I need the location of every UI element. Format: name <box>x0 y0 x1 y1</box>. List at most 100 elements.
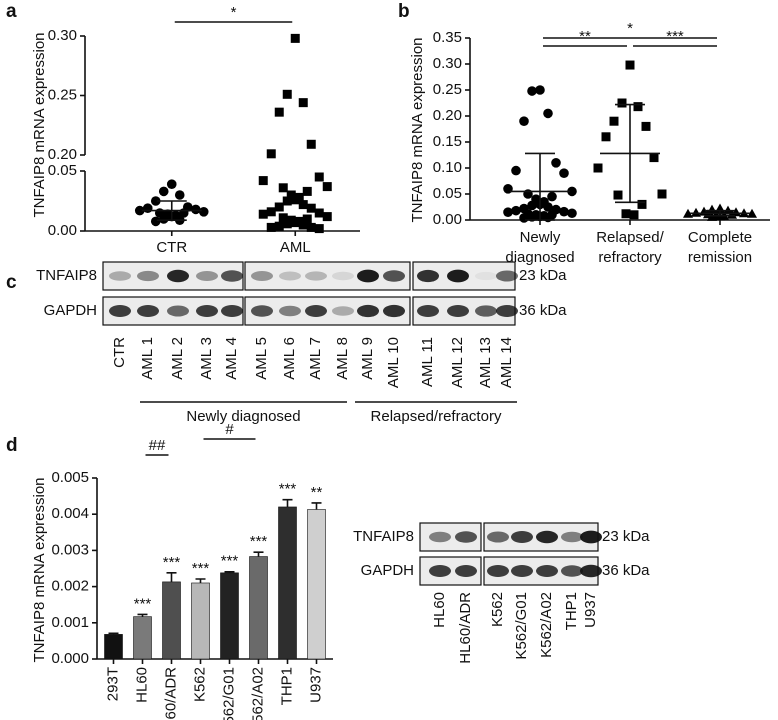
blot-band <box>196 305 218 317</box>
x-tick-label: K562/G01 <box>220 667 237 720</box>
data-point <box>282 89 292 99</box>
blot-band <box>137 270 159 282</box>
y-tick-label: 0.002 <box>51 578 89 595</box>
blot-band <box>536 530 558 544</box>
blot-band <box>475 305 497 317</box>
y-axis-label: TNFAIP8 mRNA expression <box>409 37 426 222</box>
blot-size-label: 23 kDa <box>602 528 650 545</box>
blot-band <box>447 305 469 317</box>
lane-label: AML 13 <box>477 337 494 388</box>
y-tick-label: 0.003 <box>51 541 89 558</box>
blot-band <box>305 271 327 281</box>
data-point <box>527 86 537 96</box>
lane-label: K562/A02 <box>538 592 555 658</box>
data-point <box>519 116 529 126</box>
blot-band <box>137 305 159 317</box>
lane-label: AML 12 <box>449 337 466 388</box>
data-point <box>266 207 276 217</box>
error-bar <box>282 498 293 507</box>
y-tick-label: 0.30 <box>433 55 462 72</box>
x-tick-label: HL60 <box>133 667 150 703</box>
data-point <box>503 207 513 217</box>
error-bar <box>253 551 264 557</box>
group-label: Relapsed/refractory <box>371 408 502 425</box>
data-point <box>302 214 312 224</box>
significance-label: *** <box>666 28 684 45</box>
data-point <box>306 222 316 232</box>
error-bar <box>108 632 119 635</box>
blot-band <box>455 565 477 577</box>
y-tick-label: 0.001 <box>51 614 89 631</box>
data-point <box>290 218 300 228</box>
data-point <box>174 190 185 200</box>
significance-label: ** <box>311 484 323 501</box>
blot-band <box>580 564 602 578</box>
data-point <box>567 186 577 197</box>
data-point <box>535 85 545 95</box>
y-tick-label: 0.00 <box>433 211 462 228</box>
bar <box>191 582 210 660</box>
blot-row-label: TNFAIP8 <box>36 267 97 284</box>
data-point <box>511 165 521 176</box>
data-point <box>683 208 693 218</box>
lane-label: THP1 <box>563 592 580 630</box>
data-point <box>298 98 308 108</box>
blot-band <box>221 270 243 282</box>
x-tick-label: K562 <box>191 667 208 702</box>
data-point <box>274 221 284 231</box>
lane-label: CTR <box>111 337 128 368</box>
data-point <box>274 202 284 212</box>
y-tick-label: 0.05 <box>48 162 77 179</box>
blot-band <box>279 271 301 281</box>
panel-label: a <box>6 1 17 22</box>
bar <box>220 572 239 660</box>
data-point <box>629 210 639 220</box>
data-point <box>637 199 647 209</box>
blot-band <box>109 271 131 281</box>
blot-band <box>167 305 189 317</box>
data-point <box>282 196 292 206</box>
y-tick-label: 0.20 <box>433 107 462 124</box>
data-point <box>641 121 651 131</box>
data-point <box>519 213 529 223</box>
bar <box>249 556 268 660</box>
data-point <box>617 98 627 108</box>
lane-label: U937 <box>582 592 599 628</box>
lane-label: AML 9 <box>359 337 376 380</box>
data-point <box>282 219 292 229</box>
blot-band <box>496 270 518 282</box>
data-point <box>567 208 577 219</box>
blot-band <box>279 305 301 317</box>
lane-label: AML 7 <box>307 337 324 380</box>
y-axis-label: TNFAIP8 mRNA expression <box>31 477 48 662</box>
blot-band <box>429 531 451 543</box>
blot-band <box>383 304 405 318</box>
data-point <box>691 207 701 217</box>
data-point <box>613 190 623 200</box>
y-tick-label: 0.10 <box>433 159 462 176</box>
data-point <box>747 208 757 218</box>
blot-band <box>561 531 583 543</box>
blot-band <box>417 269 439 283</box>
x-tick-label: Relapsed/ <box>596 229 664 246</box>
bar <box>162 581 181 660</box>
data-point <box>278 183 288 193</box>
blot-band <box>109 305 131 317</box>
panel-label: c <box>6 272 17 293</box>
data-point <box>314 208 324 218</box>
panel-label: d <box>6 435 18 456</box>
x-tick-label: U937 <box>307 667 324 703</box>
blot-band <box>561 565 583 577</box>
blot-band <box>251 271 273 281</box>
error-bar <box>311 502 322 510</box>
lane-label: HL60 <box>431 592 448 628</box>
bar <box>104 634 123 660</box>
data-point <box>649 153 659 163</box>
panel-label: b <box>398 1 410 22</box>
blot-band <box>332 306 354 316</box>
blot-band <box>196 271 218 281</box>
y-tick-label: 0.25 <box>48 86 77 103</box>
blot-band <box>475 271 497 281</box>
data-point <box>266 222 276 232</box>
